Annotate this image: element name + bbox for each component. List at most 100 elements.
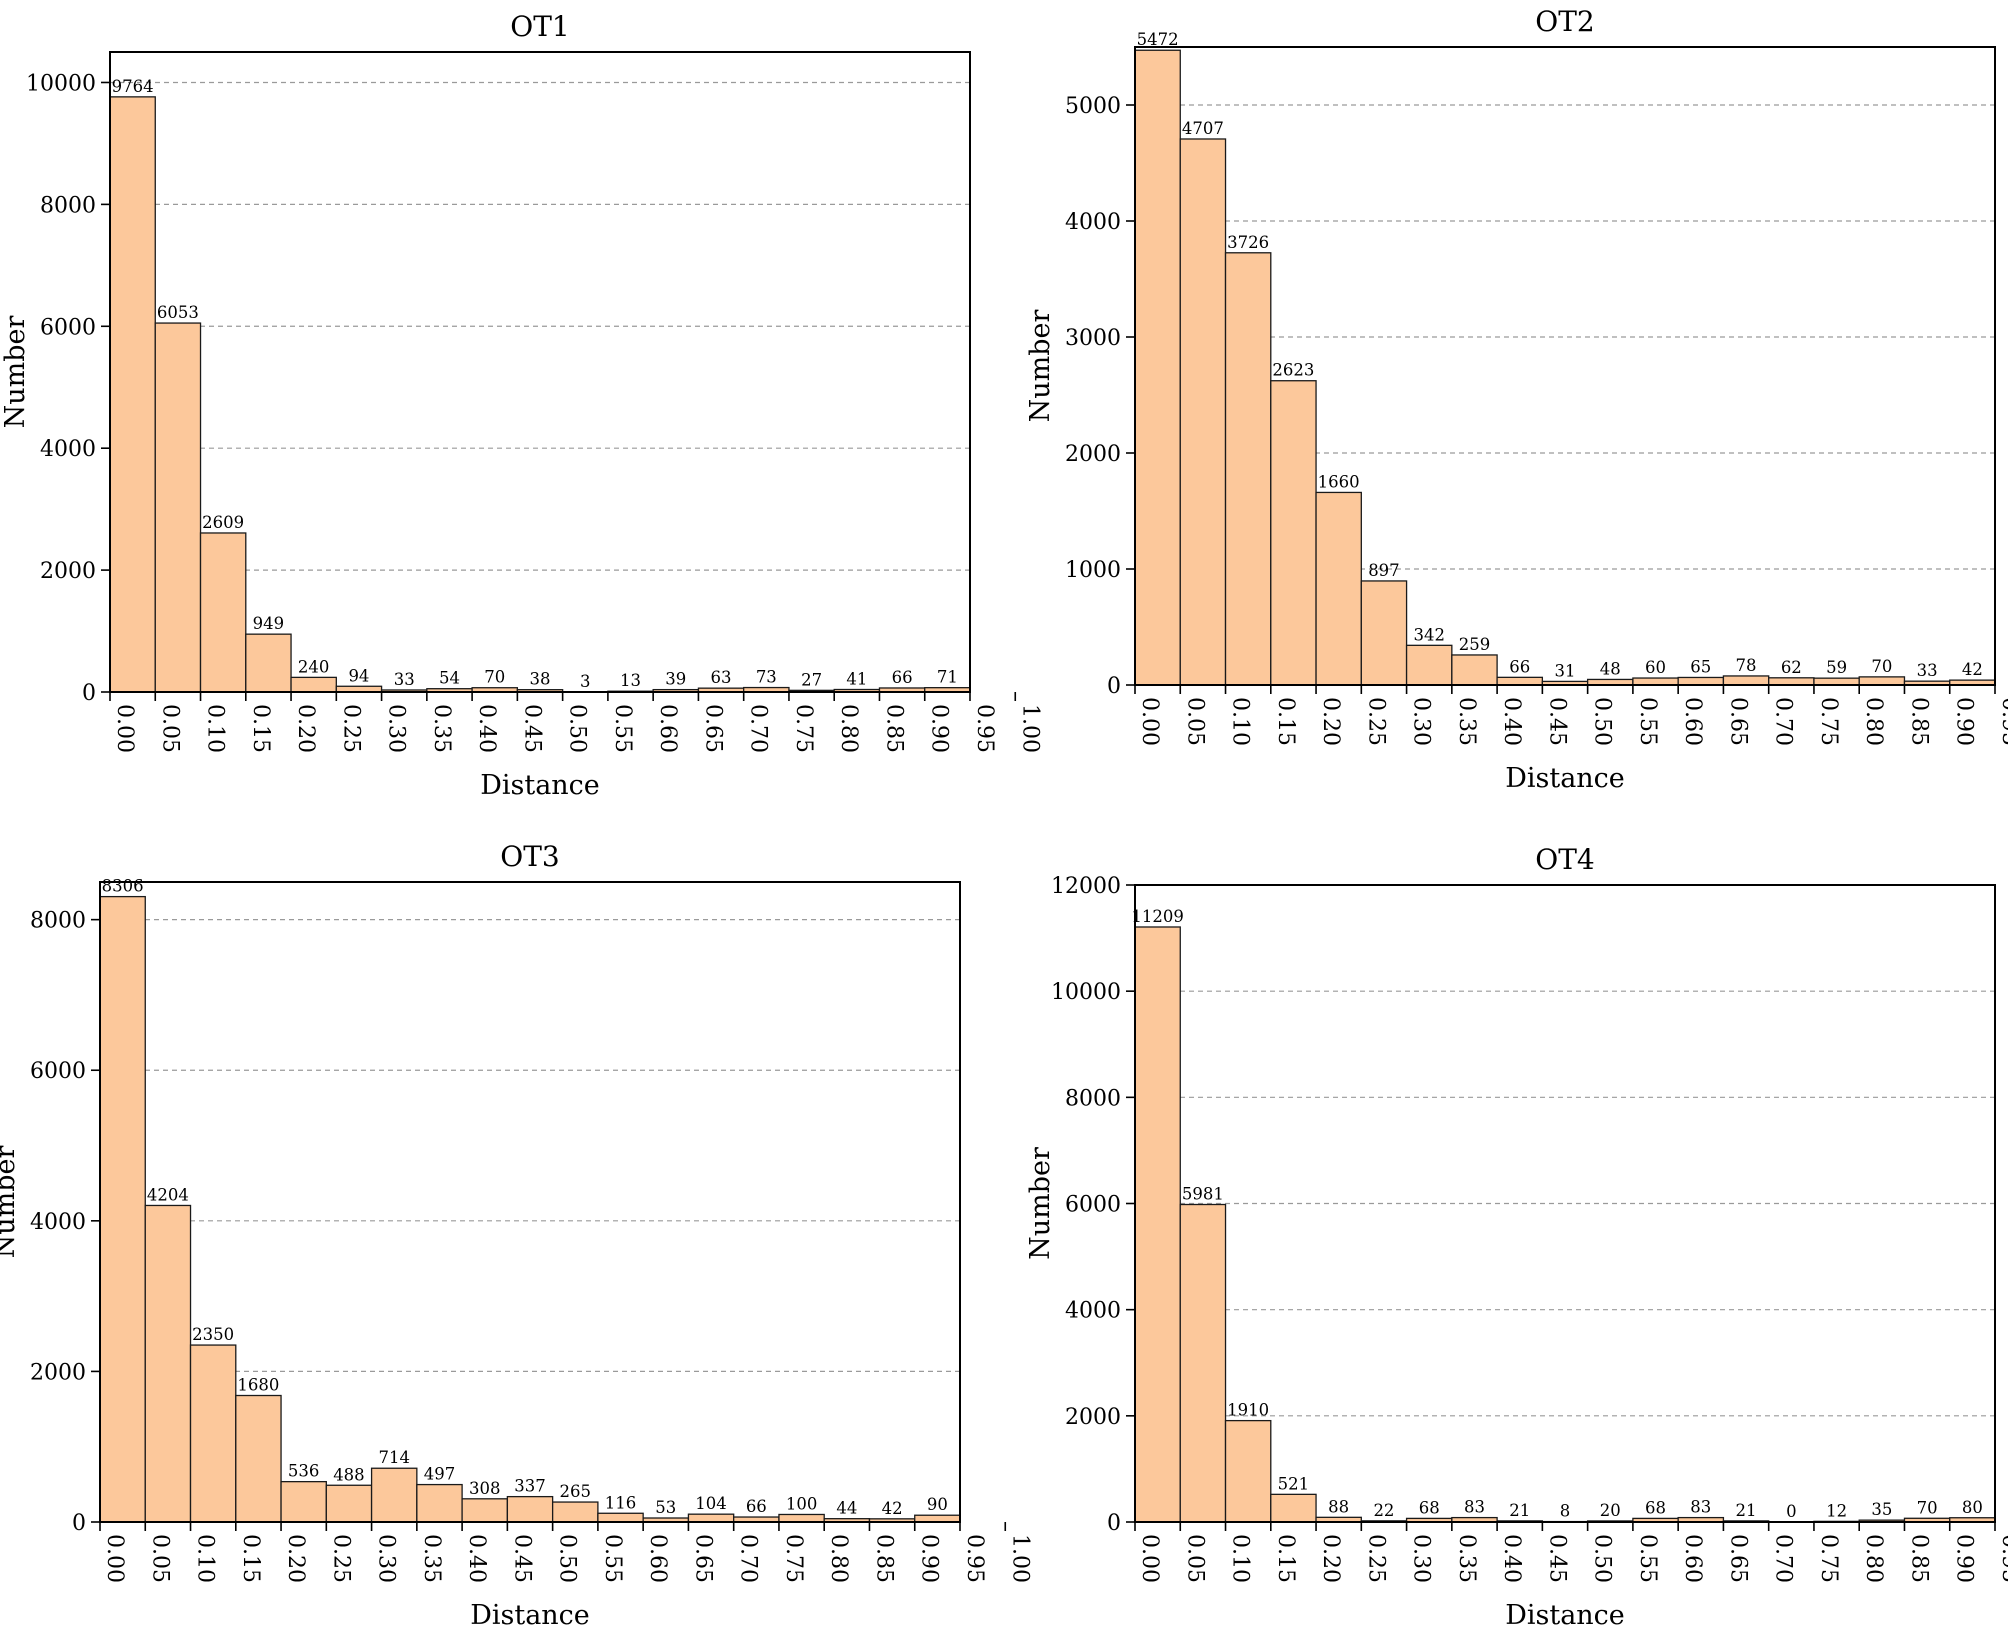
histogram-bar: [1768, 677, 1815, 686]
bar-value-label: 21: [1736, 1501, 1757, 1520]
bar-value-label: 71: [937, 668, 958, 687]
bar-value-label: 66: [892, 668, 913, 687]
y-axis-label: Number: [0, 1146, 21, 1259]
x-tick-label: 0.85: [871, 1534, 896, 1583]
y-tick-label: 8000: [30, 909, 86, 934]
y-tick-label: 0: [1107, 674, 1121, 699]
histogram-bar: [416, 1483, 463, 1523]
histogram-bar: [1179, 1203, 1227, 1523]
x-tick-label: 0.50: [555, 1534, 580, 1583]
bar-value-label: 13: [620, 671, 641, 690]
bar-value-label: 3726: [1227, 233, 1269, 252]
x-tick-label: 0.55: [1635, 697, 1660, 746]
x-tick-label: 0.20: [283, 1534, 308, 1583]
chart-title: OT2: [1535, 5, 1594, 38]
x-tick-label: 0.90: [1952, 697, 1977, 746]
bar-value-label: 11209: [1131, 907, 1184, 926]
x-tick-label: 0.35: [429, 704, 454, 753]
histogram-bar: [189, 1344, 237, 1523]
x-tick-label: 0.60: [655, 704, 680, 753]
x-tick-label: 0.75: [1816, 697, 1841, 746]
x-tick-label: 0.40: [1499, 697, 1524, 746]
x-tick-label: 0.95: [1997, 1534, 2008, 1583]
bar-value-label: 536: [288, 1462, 320, 1481]
x-tick-label: 0.60: [1680, 697, 1705, 746]
x-tick-label: 0.15: [1273, 697, 1298, 746]
histogram-bar: [1134, 926, 1181, 1523]
x-tick-label: 0.65: [1725, 697, 1750, 746]
x-tick-label: 0.30: [1409, 1534, 1434, 1583]
x-tick-label: 0.90: [1952, 1534, 1977, 1583]
x-tick-label: 0.50: [1590, 1534, 1615, 1583]
x-tick-label: 0.20: [293, 704, 318, 753]
bar-value-label: 80: [1962, 1498, 1983, 1517]
y-tick-label: 8000: [1065, 1086, 1121, 1111]
y-tick-label: 12000: [1051, 874, 1121, 899]
x-tick-label: 0.00: [112, 704, 137, 753]
bar-value-label: 53: [655, 1498, 676, 1517]
histogram-bar: [1677, 676, 1725, 686]
x-tick-label: 0.90: [917, 1534, 942, 1583]
histogram-bar: [235, 1394, 282, 1523]
histogram-bar: [1632, 677, 1679, 686]
bar-value-label: 9764: [112, 77, 154, 96]
bar-value-label: 68: [1419, 1498, 1440, 1517]
bar-value-label: 94: [348, 666, 369, 685]
x-tick-label: 0.30: [1409, 697, 1434, 746]
panel-ot4: 11209 5981 1910 521 88 22 68 83 21 8 20 68 83 21 0 12 35…: [1025, 843, 2008, 1631]
y-tick-label: 2000: [1065, 1405, 1121, 1430]
x-tick-label: 0.50: [565, 704, 590, 753]
bar-value-label: 42: [1962, 660, 1983, 679]
x-tick-label: 0.65: [690, 1534, 715, 1583]
x-tick-label: 0.55: [610, 704, 635, 753]
bar-value-label: 2623: [1272, 361, 1314, 380]
bar-value-label: 63: [711, 668, 732, 687]
bar-value-label: 60: [1645, 658, 1666, 677]
bar-value-label: 39: [665, 670, 686, 689]
bar-value-label: 27: [801, 670, 822, 689]
chart-title: OT3: [500, 840, 559, 873]
x-tick-label: 0.25: [328, 1534, 353, 1583]
plot-frame: [1134, 46, 1996, 686]
histogram-bar: [597, 1512, 644, 1523]
bar-value-label: 48: [1600, 659, 1621, 678]
bar-value-label: 70: [484, 668, 505, 687]
x-tick-label: 0.70: [1771, 697, 1796, 746]
histogram-bar: [245, 633, 292, 693]
histogram-bar: [1858, 676, 1906, 686]
x-tick-label: 0.80: [826, 1534, 851, 1583]
y-tick-label: 0: [1107, 1511, 1121, 1536]
histogram-bar: [1360, 580, 1408, 686]
histogram-bar: [290, 676, 337, 693]
bar-value-label: 35: [1871, 1500, 1892, 1519]
y-tick-label: 1000: [1065, 558, 1121, 583]
x-tick-label: 1.00: [1017, 704, 1042, 753]
bar-value-label: 20: [1600, 1501, 1621, 1520]
x-tick-label: 0.70: [736, 1534, 761, 1583]
x-tick-label: 0.40: [474, 704, 499, 753]
bar-value-label: 68: [1645, 1498, 1666, 1517]
bar-value-label: 44: [836, 1499, 857, 1518]
y-tick-label: 0: [72, 1511, 86, 1536]
y-tick-label: 2000: [40, 559, 96, 584]
x-tick-label: 0.85: [1906, 1534, 1931, 1583]
histogram-bar: [1270, 380, 1317, 686]
x-tick-label: 0.55: [1635, 1534, 1660, 1583]
histogram-bar: [1405, 644, 1453, 686]
y-tick-label: 0: [82, 681, 96, 706]
bar-value-label: 949: [253, 614, 285, 633]
x-tick-label: 0.10: [1228, 697, 1253, 746]
bar-value-label: 337: [514, 1477, 546, 1496]
x-tick-label: 0.55: [600, 1534, 625, 1583]
x-axis-label: Distance: [1505, 1600, 1625, 1631]
panel-ot1: 9764 6053 2609 949 240 94 33 54 70 38 3 13 39 63 73 27 4…: [0, 10, 1042, 801]
y-tick-label: 10000: [1051, 980, 1121, 1005]
x-tick-label: 0.35: [1454, 697, 1479, 746]
y-axis-label: Number: [1025, 310, 1056, 423]
bar-value-label: 8306: [102, 877, 144, 896]
bar-value-label: 73: [756, 668, 777, 687]
plot-frame: [99, 881, 961, 1523]
bar-value-label: 59: [1826, 658, 1847, 677]
x-tick-label: 0.95: [1997, 697, 2008, 746]
x-tick-label: 0.70: [746, 704, 771, 753]
